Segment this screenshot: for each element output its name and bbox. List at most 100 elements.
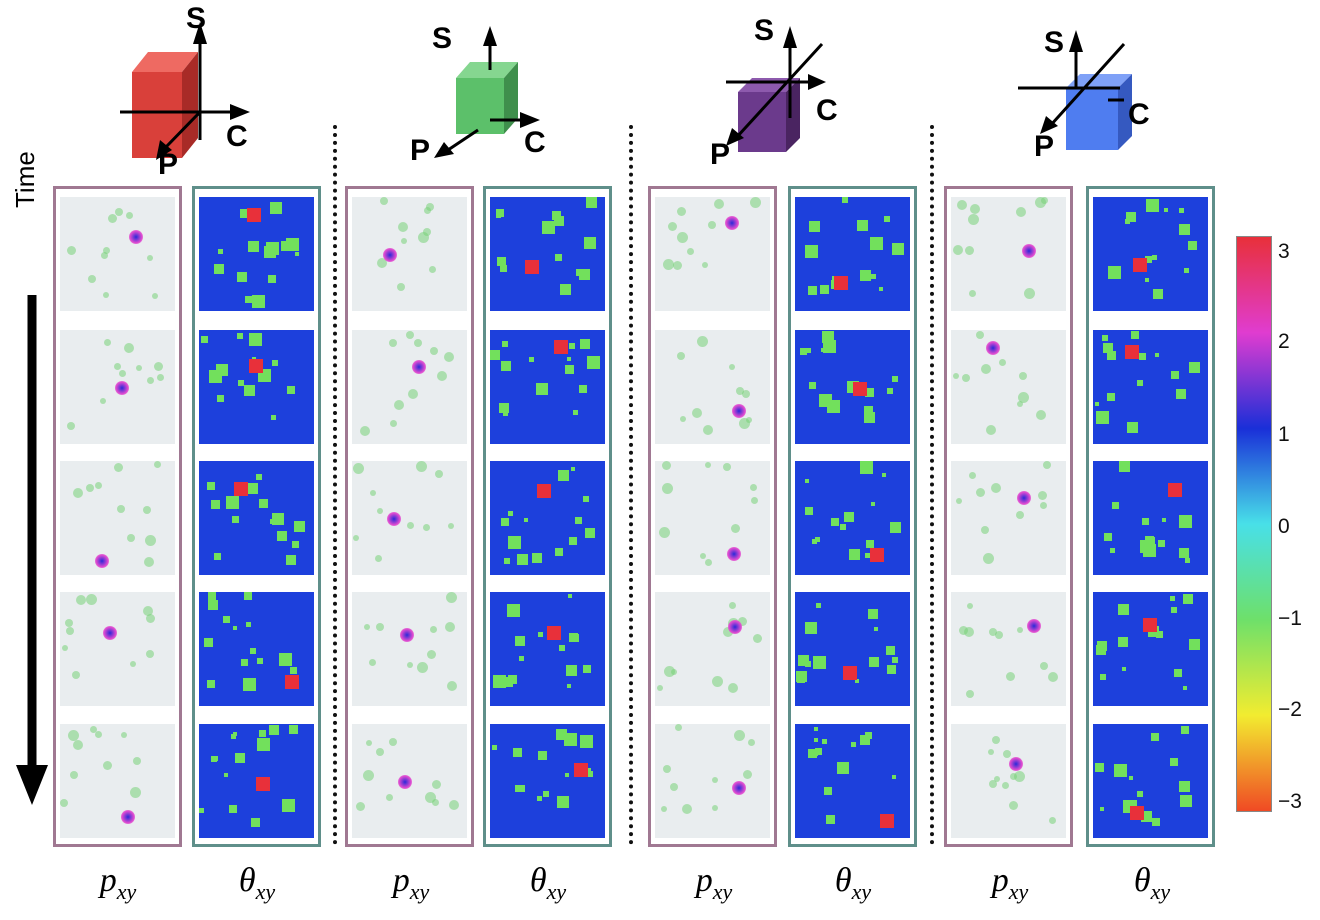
vortex-spot [870, 548, 884, 562]
field-speckle [524, 518, 528, 522]
field-speckle [892, 775, 896, 779]
field-speckle [130, 787, 141, 798]
field-speckle [240, 209, 249, 218]
field-speckle [508, 675, 517, 684]
field-speckle [823, 340, 836, 353]
field-speckle [252, 295, 265, 308]
field-speckle [1152, 818, 1160, 826]
field-speckle [970, 204, 980, 214]
field-speckle [976, 331, 984, 339]
thetaxy-panel [199, 461, 314, 575]
field-speckle [295, 252, 299, 256]
vortex-spot [256, 777, 270, 791]
vortex-spot [1022, 244, 1036, 258]
field-speckle [751, 497, 758, 504]
field-speckle [1040, 662, 1048, 670]
vortex-spot [387, 512, 401, 526]
field-speckle [245, 296, 252, 303]
field-speckle [218, 249, 223, 254]
field-speckle [394, 400, 404, 410]
field-speckle [813, 656, 826, 669]
field-speckle [226, 496, 239, 509]
field-speckle [1035, 197, 1046, 208]
field-speckle [583, 496, 589, 502]
field-speckle [127, 534, 135, 542]
field-speckle [145, 535, 156, 546]
vortex-spot [732, 781, 746, 795]
field-speckle [871, 274, 876, 279]
field-speckle [237, 272, 247, 282]
field-speckle [956, 498, 962, 504]
field-speckle [670, 783, 678, 791]
field-speckle [289, 725, 298, 734]
pxy-panel [951, 592, 1066, 706]
field-speckle [657, 685, 663, 691]
field-speckle [154, 461, 161, 468]
field-speckle [1036, 410, 1046, 420]
field-speckle [235, 753, 245, 763]
vortex-spot [525, 260, 539, 274]
field-speckle [816, 603, 821, 608]
thetaxy-panel [490, 592, 605, 706]
field-speckle [668, 222, 677, 231]
vortex-spot [853, 382, 867, 396]
field-speckle [1131, 331, 1139, 339]
field-speckle [1179, 224, 1190, 235]
vortex-spot [285, 675, 299, 689]
field-speckle [814, 738, 818, 742]
field-speckle [86, 594, 97, 605]
field-speckle [249, 333, 262, 346]
field-speckle [270, 202, 282, 214]
field-speckle [414, 339, 422, 347]
field-speckle [576, 269, 583, 276]
thetaxy-panel [199, 724, 314, 838]
field-speckle [248, 241, 259, 252]
field-speckle [508, 511, 513, 516]
field-speckle [837, 762, 849, 774]
field-speckle [566, 665, 577, 676]
field-speckle [953, 245, 963, 255]
field-speckle [282, 799, 295, 812]
field-speckle [88, 275, 96, 283]
field-speckle [580, 735, 593, 748]
field-speckle [573, 410, 578, 415]
field-speckle [585, 528, 595, 538]
vortex-spot [834, 276, 848, 290]
vortex-spot [115, 381, 129, 395]
field-speckle [565, 365, 574, 374]
field-speckle [447, 681, 457, 691]
thetaxy-panel [1093, 197, 1208, 311]
label-pxy: pxy [991, 862, 1029, 904]
time-arrow [16, 295, 48, 805]
pxy-panel [352, 461, 467, 575]
field-speckle [569, 537, 577, 545]
field-speckle [67, 246, 76, 255]
thetaxy-panel [490, 461, 605, 575]
field-speckle [729, 602, 736, 609]
field-speckle [363, 770, 374, 781]
field-speckle [866, 540, 874, 548]
field-speckle [503, 411, 508, 416]
field-speckle [712, 805, 718, 811]
colorbar-tick: −2 [1278, 698, 1302, 721]
field-speckle [677, 232, 688, 243]
field-speckle [731, 524, 740, 533]
field-speckle [124, 343, 134, 353]
field-speckle [965, 246, 974, 255]
field-speckle [66, 627, 74, 635]
field-speckle [753, 634, 762, 643]
vortex-spot [986, 341, 1000, 355]
field-speckle [552, 211, 561, 220]
field-speckle [100, 398, 106, 404]
field-speckle [555, 548, 563, 556]
vortex-spot [398, 775, 412, 789]
field-speckle [73, 488, 83, 498]
field-speckle [675, 724, 682, 731]
vortex-spot [537, 484, 551, 498]
field-speckle [1176, 389, 1186, 399]
field-speckle [750, 197, 761, 208]
field-speckle [73, 740, 83, 750]
field-speckle [995, 631, 1003, 639]
field-speckle [101, 252, 108, 259]
field-speckle [1038, 491, 1047, 500]
